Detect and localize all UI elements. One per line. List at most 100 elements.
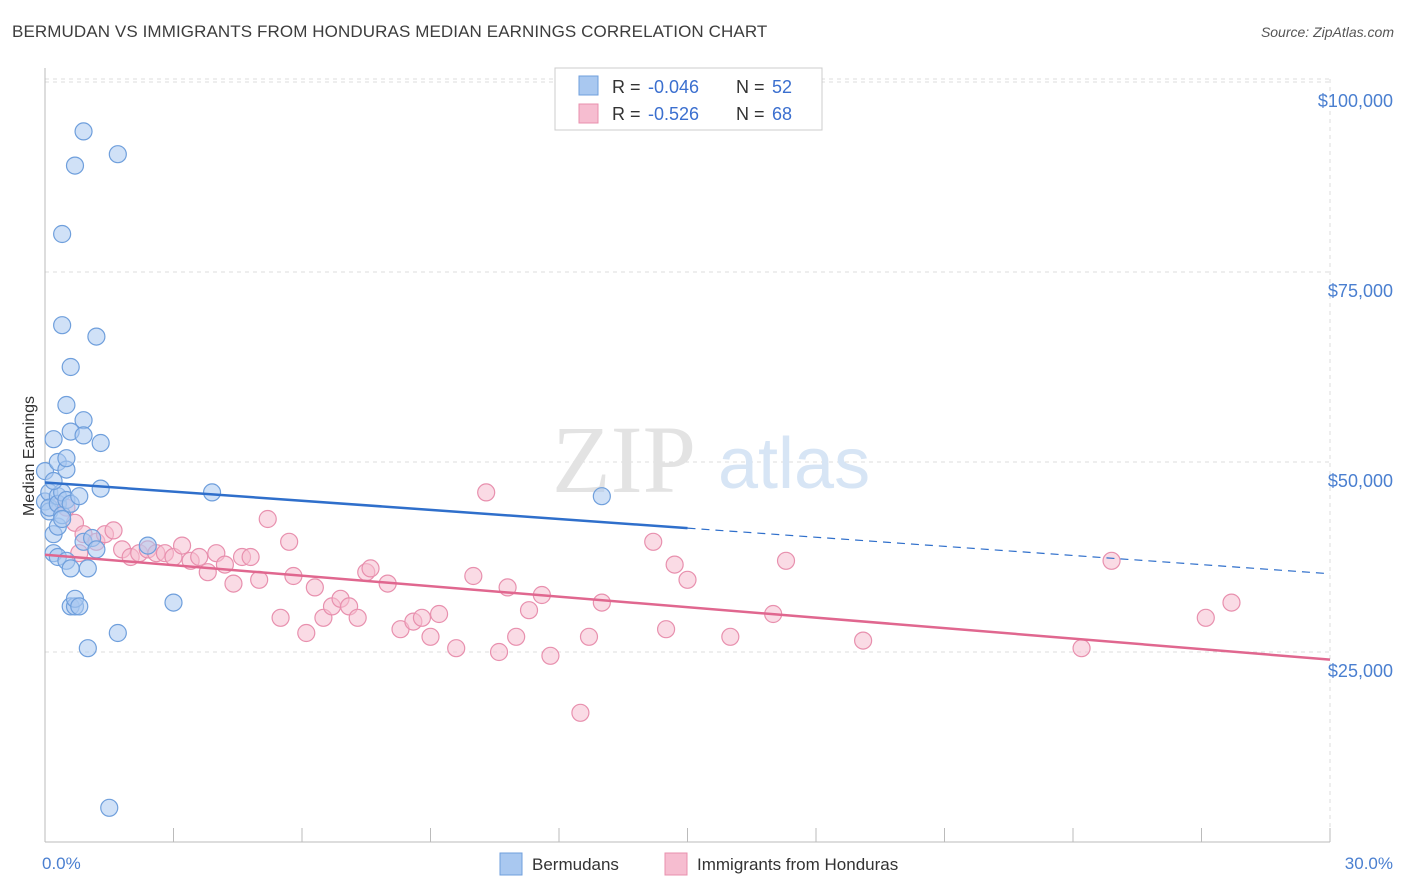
- x-tick-label-end: 30.0%: [1345, 854, 1393, 873]
- point-honduras-46: [489, 642, 509, 662]
- point-bermudans-7: [44, 430, 63, 449]
- legend-n-value-1: 52: [772, 77, 792, 97]
- points-layer: [35, 122, 1241, 817]
- point-honduras-61: [776, 551, 796, 570]
- point-bermudans-44: [108, 145, 127, 164]
- point-honduras-49: [519, 601, 539, 620]
- y-tick-label-1: $50,000: [1328, 471, 1393, 491]
- point-bermudans-36: [78, 559, 97, 578]
- legend-r-label-2: R =: [612, 104, 641, 124]
- point-honduras-26: [280, 532, 299, 551]
- point-honduras-51: [541, 646, 560, 665]
- point-honduras-58: [678, 570, 697, 589]
- point-bermudans-40: [87, 540, 106, 559]
- point-honduras-25: [271, 608, 290, 627]
- point-bermudans-48: [202, 483, 222, 502]
- point-honduras-55: [644, 532, 663, 551]
- point-honduras-43: [447, 639, 466, 658]
- point-honduras-48: [507, 627, 526, 646]
- legend-r-label-1: R =: [612, 77, 641, 97]
- point-bermudans-46: [138, 536, 157, 555]
- point-bermudans-43: [100, 798, 119, 817]
- y-tick-label-0: $25,000: [1328, 661, 1393, 681]
- point-bermudans-45: [108, 623, 127, 643]
- point-honduras-36: [361, 559, 380, 578]
- bottom-legend-label-honduras: Immigrants from Honduras: [697, 855, 898, 874]
- point-bermudans-18: [57, 449, 76, 468]
- point-bermudans-16: [53, 224, 72, 244]
- point-bermudans-51: [53, 509, 72, 529]
- legend-n-label-2: N =: [736, 104, 765, 124]
- point-honduras-56: [656, 620, 676, 639]
- legend-r-value-2: -0.526: [648, 104, 699, 124]
- point-bermudans-33: [74, 411, 93, 430]
- point-honduras-57: [665, 555, 684, 574]
- trendline-bermudans: [44, 481, 688, 530]
- point-honduras-62: [854, 631, 873, 650]
- trendline-honduras: [44, 553, 1331, 661]
- point-honduras-40: [412, 608, 432, 627]
- axis-layer: $25,000 $50,000 $75,000 $100,000 0.0% 30.0%: [42, 68, 1393, 873]
- point-bermudans-23: [61, 357, 80, 377]
- point-bermudans-39: [87, 327, 106, 346]
- point-honduras-34: [348, 608, 367, 627]
- point-honduras-20: [224, 574, 243, 593]
- point-honduras-17: [198, 563, 217, 582]
- point-bermudans-34: [74, 426, 93, 445]
- bottom-legend-swatch-bermudans: [499, 852, 523, 876]
- point-bermudans-32: [74, 122, 93, 141]
- point-honduras-53: [579, 627, 599, 646]
- point-bermudans-25: [61, 559, 80, 578]
- series-legend: Bermudans Immigrants from Honduras: [499, 852, 898, 876]
- correlation-legend: R = -0.046 N = 52 R = -0.526 N = 68: [554, 67, 823, 131]
- y-tick-label-3: $100,000: [1318, 91, 1393, 111]
- legend-swatch-honduras: [578, 103, 599, 124]
- legend-r-value-1: -0.046: [648, 77, 699, 97]
- x-tick-label-start: 0.0%: [42, 854, 81, 873]
- legend-swatch-bermudans: [578, 75, 599, 96]
- point-honduras-24: [258, 509, 277, 529]
- point-bermudans-41: [91, 433, 110, 453]
- point-honduras-66: [1222, 593, 1241, 612]
- y-tick-label-2: $75,000: [1328, 281, 1393, 301]
- bottom-legend-swatch-honduras: [664, 852, 688, 876]
- trendline-bermudans-extension: [687, 527, 1331, 575]
- watermark: ZIP atlas: [552, 406, 870, 513]
- point-bermudans-19: [57, 395, 76, 415]
- point-honduras-42: [429, 604, 449, 624]
- point-honduras-29: [305, 578, 324, 597]
- point-honduras-63: [1072, 639, 1091, 658]
- watermark-atlas: atlas: [718, 424, 870, 504]
- y-axis-label: Median Earnings: [21, 396, 38, 516]
- point-honduras-28: [297, 623, 316, 643]
- point-bermudans-47: [164, 593, 183, 612]
- chart-title: BERMUDAN VS IMMIGRANTS FROM HONDURAS MED…: [12, 22, 768, 41]
- trend-layer: [44, 481, 1331, 661]
- point-bermudans-42: [91, 479, 110, 498]
- point-honduras-64: [1102, 551, 1121, 570]
- watermark-zip: ZIP: [552, 406, 696, 513]
- point-bermudans-28: [65, 156, 85, 175]
- point-honduras-41: [421, 627, 440, 646]
- point-honduras-22: [241, 547, 260, 567]
- point-bermudans-50: [44, 471, 63, 491]
- point-honduras-14: [172, 536, 192, 555]
- point-bermudans-49: [592, 487, 611, 506]
- point-honduras-6: [104, 521, 123, 540]
- point-honduras-65: [1196, 608, 1215, 627]
- point-honduras-54: [592, 593, 611, 612]
- legend-n-value-2: 68: [772, 104, 792, 124]
- point-bermudans-31: [70, 487, 89, 506]
- point-bermudans-37: [78, 639, 97, 658]
- chart-source: Source: ZipAtlas.com: [1260, 24, 1394, 40]
- legend-n-label-1: N =: [736, 77, 765, 97]
- point-honduras-45: [477, 483, 496, 502]
- point-honduras-44: [464, 566, 483, 586]
- point-bermudans-30: [70, 597, 89, 616]
- bottom-legend-label-bermudans: Bermudans: [532, 855, 619, 874]
- point-honduras-16: [190, 547, 209, 567]
- point-bermudans-15: [53, 316, 72, 335]
- point-honduras-59: [721, 627, 740, 646]
- point-honduras-52: [571, 703, 590, 722]
